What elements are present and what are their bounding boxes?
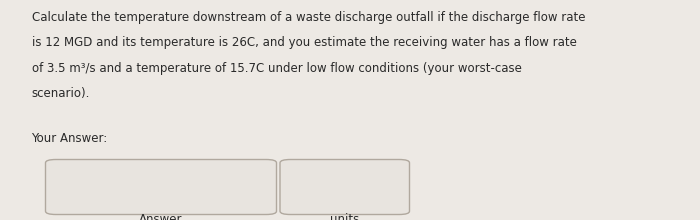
- Text: Answer: Answer: [139, 213, 183, 220]
- Text: units: units: [330, 213, 359, 220]
- Text: of 3.5 m³/s and a temperature of 15.7C under low flow conditions (your worst-cas: of 3.5 m³/s and a temperature of 15.7C u…: [32, 62, 522, 75]
- Text: scenario).: scenario).: [32, 87, 90, 100]
- FancyBboxPatch shape: [280, 160, 410, 214]
- Text: Calculate the temperature downstream of a waste discharge outfall if the dischar: Calculate the temperature downstream of …: [32, 11, 585, 24]
- FancyBboxPatch shape: [46, 160, 276, 214]
- Text: Your Answer:: Your Answer:: [32, 132, 108, 145]
- Text: is 12 MGD and its temperature is 26C, and you estimate the receiving water has a: is 12 MGD and its temperature is 26C, an…: [32, 36, 576, 49]
